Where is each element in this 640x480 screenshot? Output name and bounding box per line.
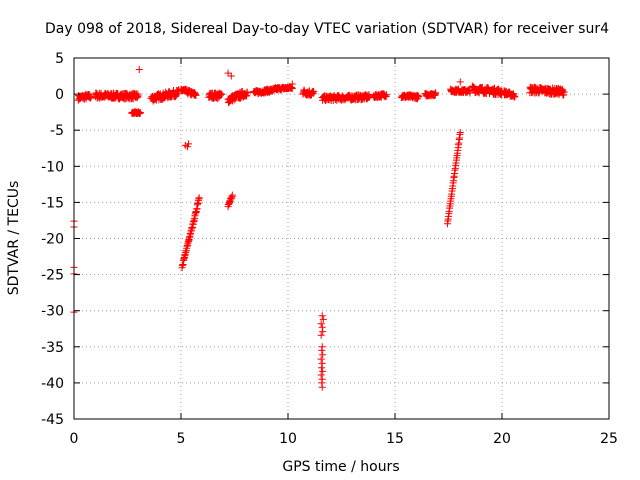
data-point	[319, 351, 327, 359]
data-point	[136, 109, 144, 117]
data-point	[319, 367, 327, 375]
data-point	[135, 66, 143, 74]
y-tick-label: -20	[41, 232, 64, 248]
y-tick-label: -40	[41, 376, 64, 392]
data-point	[432, 89, 440, 97]
y-tick-label: -15	[41, 195, 64, 211]
y-tick-label: 5	[55, 51, 64, 67]
data-point	[224, 69, 232, 77]
x-tick-label: 10	[279, 431, 297, 447]
data-point	[228, 191, 236, 199]
data-point	[456, 129, 464, 137]
y-axis-label: SDTVAR / TECUs	[6, 181, 22, 296]
x-tick-label: 25	[600, 431, 618, 447]
y-tick-label: -35	[41, 340, 64, 356]
axis-ticks: 0 5 10 15 20 25 5 0 -5 -10 -15 -20 -25 -30 -35 -40 -45	[41, 51, 618, 447]
y-tick-label: -30	[41, 304, 64, 320]
data-point	[183, 143, 191, 151]
data-point	[318, 312, 326, 320]
data-point	[243, 89, 251, 97]
data-point	[317, 371, 325, 379]
data-point	[317, 320, 325, 328]
x-tick-label: 5	[177, 431, 186, 447]
data-point	[318, 364, 326, 372]
data-point	[317, 355, 325, 363]
x-axis-label: GPS time / hours	[282, 459, 399, 475]
y-tick-label: -5	[50, 123, 64, 139]
data-point	[319, 315, 327, 323]
data-point	[134, 92, 142, 100]
data-point	[511, 93, 519, 101]
data-point	[318, 346, 326, 354]
data-point	[456, 78, 464, 86]
y-tick-label: -10	[41, 159, 64, 175]
grid-layer	[74, 58, 609, 419]
chart-title: Day 098 of 2018, Sidereal Day-to-day VTE…	[45, 21, 609, 37]
data-point	[227, 72, 235, 80]
x-tick-label: 20	[493, 431, 511, 447]
data-point	[218, 90, 226, 98]
data-point	[317, 331, 325, 339]
data-point	[415, 93, 423, 101]
data-point	[382, 91, 390, 99]
data-point	[310, 87, 318, 95]
x-tick-label: 0	[70, 431, 79, 447]
y-tick-label: -45	[41, 412, 64, 428]
data-point	[319, 328, 327, 336]
y-tick-label: -25	[41, 268, 64, 284]
data-point	[195, 194, 203, 202]
y-tick-label: 0	[55, 87, 64, 103]
data-point	[318, 359, 326, 367]
data-point	[318, 383, 326, 391]
data-point	[288, 80, 296, 88]
data-point	[184, 140, 192, 148]
data-point	[192, 91, 200, 99]
x-tick-label: 15	[386, 431, 404, 447]
data-points	[70, 66, 568, 391]
data-point	[560, 88, 568, 96]
